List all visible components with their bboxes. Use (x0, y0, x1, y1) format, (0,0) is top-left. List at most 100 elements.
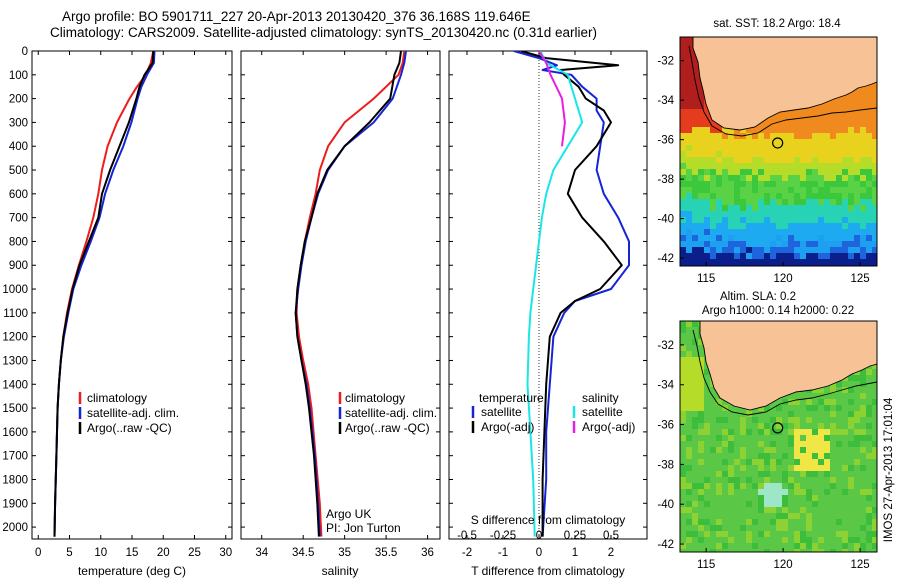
heatmap-cell (716, 259, 723, 266)
heatmap-cell (704, 453, 711, 460)
heatmap-cell (680, 127, 687, 134)
heatmap-cell (680, 429, 687, 436)
heatmap-cell (854, 411, 861, 418)
heatmap-cell (842, 199, 849, 206)
heatmap-cell (698, 115, 705, 122)
heatmap-cell (722, 157, 729, 164)
heatmap-cell (788, 513, 795, 520)
heatmap-cell (848, 459, 855, 466)
heatmap-cell (740, 417, 747, 424)
heatmap-cell (698, 259, 705, 266)
heatmap-cell (872, 259, 877, 266)
heatmap-cell (722, 489, 729, 496)
heatmap-cell (698, 483, 705, 490)
heatmap-cell (740, 187, 747, 194)
heatmap-cell (776, 235, 783, 242)
heatmap-cell (746, 435, 753, 442)
heatmap-cell (788, 211, 795, 218)
heatmap-cell (848, 109, 855, 116)
heatmap-cell (746, 175, 753, 182)
heatmap-cell (686, 253, 693, 260)
heatmap-cell (728, 459, 735, 466)
heatmap-cell (848, 429, 855, 436)
heatmap-cell (686, 223, 693, 230)
heatmap-cell (794, 109, 801, 116)
heatmap-cell (872, 85, 877, 92)
heatmap-cell (788, 157, 795, 164)
heatmap-cell (800, 405, 807, 412)
heatmap-cell (716, 429, 723, 436)
heatmap-cell (848, 489, 855, 496)
heatmap-cell (746, 133, 753, 140)
heatmap-cell (734, 447, 741, 454)
heatmap-cell (854, 465, 861, 472)
heatmap-cell (680, 169, 687, 176)
heatmap-cell (812, 495, 819, 502)
heatmap-cell (830, 187, 837, 194)
heatmap-cell (752, 223, 759, 230)
heatmap-cell (830, 199, 837, 206)
heatmap-cell (848, 229, 855, 236)
heatmap-cell (680, 531, 687, 538)
heatmap-cell (698, 387, 705, 394)
heatmap-cell (716, 537, 723, 544)
x-tick-label: 0 (35, 547, 41, 559)
heatmap-cell (698, 205, 705, 212)
heatmap-cell (872, 115, 877, 122)
heatmap-cell (788, 247, 795, 254)
heatmap-cell (710, 181, 717, 188)
heatmap-cell (860, 133, 867, 140)
temperature-x-axis: 0 5 10 15 20 25 30 (35, 51, 232, 559)
heatmap-cell (824, 537, 831, 544)
heatmap-cell (776, 163, 783, 170)
heatmap-cell (794, 465, 801, 472)
heatmap-cell (782, 447, 789, 454)
legend-label-satellite: satellite-adj. clim. (345, 406, 437, 420)
heatmap-cell (842, 405, 849, 412)
heatmap-cell (830, 531, 837, 538)
heatmap-cell (704, 375, 711, 382)
sst-shelf-contour (688, 45, 877, 137)
heatmap-cell (686, 145, 693, 152)
heatmap-cell (698, 339, 705, 346)
heatmap-cell (782, 229, 789, 236)
heatmap-cell (746, 441, 753, 448)
heatmap-cell (722, 513, 729, 520)
heatmap-cell (818, 537, 825, 544)
heatmap-cell (836, 501, 843, 508)
heatmap-cell (698, 399, 705, 406)
heatmap-cell (860, 525, 867, 532)
series-line-argo-raw-qc- (294, 51, 402, 537)
heatmap-cell (722, 525, 729, 532)
heatmap-cell (860, 543, 867, 550)
heatmap-cell (800, 145, 807, 152)
heatmap-cell (848, 513, 855, 520)
heatmap-cell (806, 241, 813, 248)
heatmap-cell (734, 253, 741, 260)
heatmap-cell (872, 411, 877, 418)
heatmap-cell (788, 181, 795, 188)
heatmap-cell (770, 157, 777, 164)
heatmap-cell (866, 235, 873, 242)
heatmap-cell (770, 537, 777, 544)
heatmap-cell (782, 133, 789, 140)
heatmap-cell (842, 513, 849, 520)
heatmap-cell (812, 121, 819, 128)
difference-depth-ticks (449, 50, 647, 528)
heatmap-cell (812, 193, 819, 200)
sla-map-axes: 115 120 125-32-34-36-38-40-42 (657, 340, 869, 571)
heatmap-cell (782, 163, 789, 170)
heatmap-cell (818, 205, 825, 212)
heatmap-cell (734, 519, 741, 526)
heatmap-cell (824, 145, 831, 152)
heatmap-cell (770, 513, 777, 520)
x-tick-label: -2 (462, 547, 472, 559)
heatmap-cell (686, 363, 693, 370)
heatmap-cell (740, 163, 747, 170)
depth-tick-label: 1500 (2, 403, 28, 415)
heatmap-cell (686, 525, 693, 532)
heatmap-cell (854, 247, 861, 254)
heatmap-cell (728, 465, 735, 472)
heatmap-cell (866, 133, 873, 140)
heatmap-cell (734, 259, 741, 266)
